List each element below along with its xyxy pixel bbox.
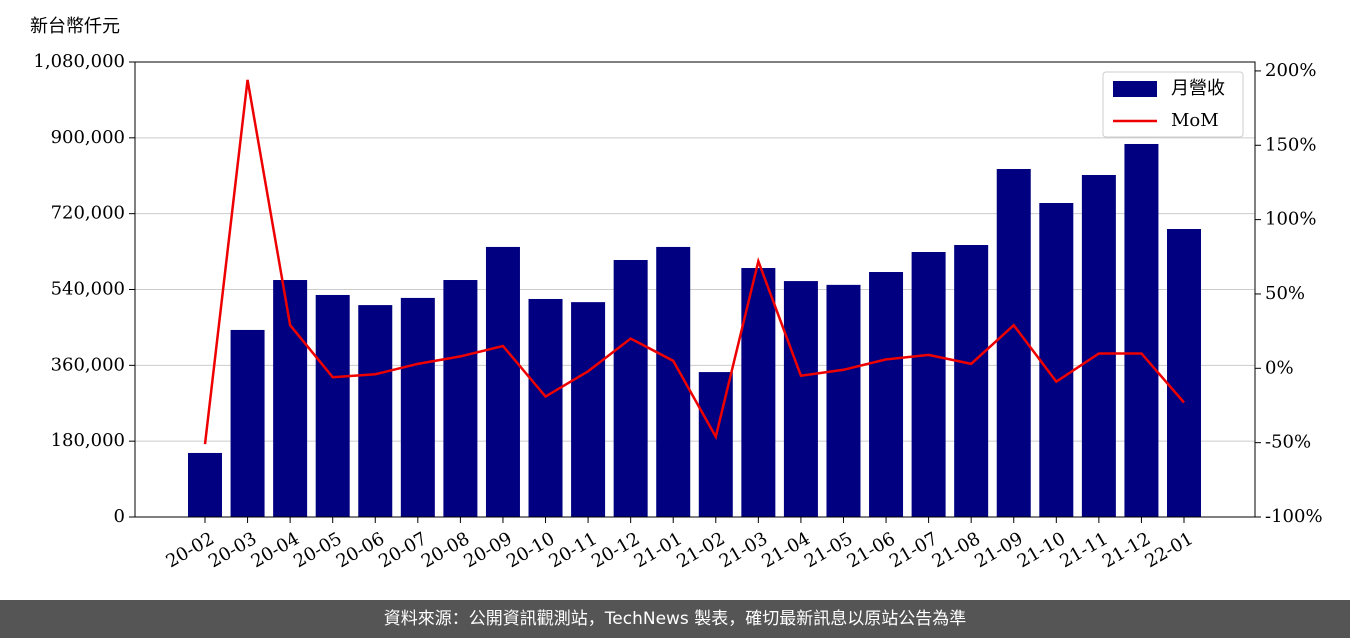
x-tick-label: 21-11 (1056, 528, 1111, 572)
y2-tick-label: 200% (1265, 60, 1316, 81)
x-tick-label: 20-10 (503, 528, 558, 572)
x-tick-label: 21-03 (716, 528, 771, 572)
x-tick-label: 21-02 (673, 528, 728, 572)
y-tick-label: 540,000 (51, 279, 125, 300)
bar (315, 294, 350, 517)
bar (826, 284, 861, 517)
y-axis-title: 新台幣仟元 (30, 16, 120, 37)
bar (443, 280, 478, 517)
bar (485, 246, 520, 517)
x-tick-label: 20-05 (290, 528, 345, 572)
x-tick-label: 21-07 (886, 528, 941, 572)
bar (230, 329, 265, 517)
x-tick-label: 21-10 (1014, 528, 1069, 572)
bar (954, 245, 989, 517)
bar (571, 302, 606, 517)
chart: 新台幣仟元 0 180,000 360,000 540,000 720,000 900,0… (30, 16, 1323, 572)
bar (698, 372, 733, 517)
y-tick-label: 180,000 (51, 430, 125, 451)
x-tick-label: 20-07 (375, 528, 430, 572)
x-tick-label: 20-04 (248, 528, 303, 572)
y-tick-label: 720,000 (51, 203, 125, 224)
bar (188, 452, 222, 517)
y2-tick-label: -100% (1265, 506, 1323, 527)
bar (911, 252, 946, 517)
bar (400, 297, 435, 517)
bar (1081, 174, 1116, 517)
bar (1039, 203, 1074, 517)
plot-frame (134, 61, 1256, 518)
x-tick-label: 21-04 (758, 528, 813, 572)
y2-tick-label: 150% (1265, 134, 1316, 155)
x-tick-label: 20-06 (333, 528, 388, 572)
x-tick-label: 21-12 (1099, 528, 1154, 572)
bar (1167, 229, 1201, 518)
y-tick-label: 900,000 (51, 127, 125, 148)
x-tick-label: 20-03 (205, 528, 260, 572)
bar (528, 298, 563, 517)
legend-label: MoM (1171, 110, 1219, 131)
x-tick-label: 20-09 (460, 528, 515, 572)
x-tick-label: 21-06 (844, 528, 899, 572)
x-tick-label: 22-01 (1141, 528, 1196, 572)
bar (996, 169, 1031, 517)
bar (613, 260, 648, 517)
bar (273, 280, 308, 517)
y2-tick-label: -50% (1265, 432, 1311, 453)
y-tick-label: 0 (114, 506, 125, 527)
y-tick-label: 1,080,000 (33, 51, 125, 72)
line (203, 79, 1185, 445)
y2-tick-label: 50% (1265, 283, 1305, 304)
x-tick-label: 21-01 (631, 528, 686, 572)
x-tick-label: 20-12 (588, 528, 643, 572)
bar (1124, 143, 1159, 517)
y-tick-label: 360,000 (51, 354, 125, 375)
bar (358, 305, 393, 517)
legend-label: 月營收 (1171, 78, 1225, 99)
x-tick-label: 20-02 (162, 528, 217, 572)
x-tick-label: 20-11 (546, 528, 601, 572)
legend-swatch (1113, 81, 1157, 97)
x-tick-label: 20-08 (418, 528, 473, 572)
footer: 資料來源：公開資訊觀測站，TechNews 製表，確切最新訊息以原站公告為準 (0, 600, 1350, 638)
y2-tick-label: 0% (1265, 357, 1294, 378)
x-tick-label: 21-09 (971, 528, 1026, 572)
bar (869, 272, 904, 517)
bar (783, 281, 818, 517)
x-tick-label: 21-08 (929, 528, 984, 572)
x-tick-label: 21-05 (801, 528, 856, 572)
y2-tick-label: 100% (1265, 209, 1316, 230)
